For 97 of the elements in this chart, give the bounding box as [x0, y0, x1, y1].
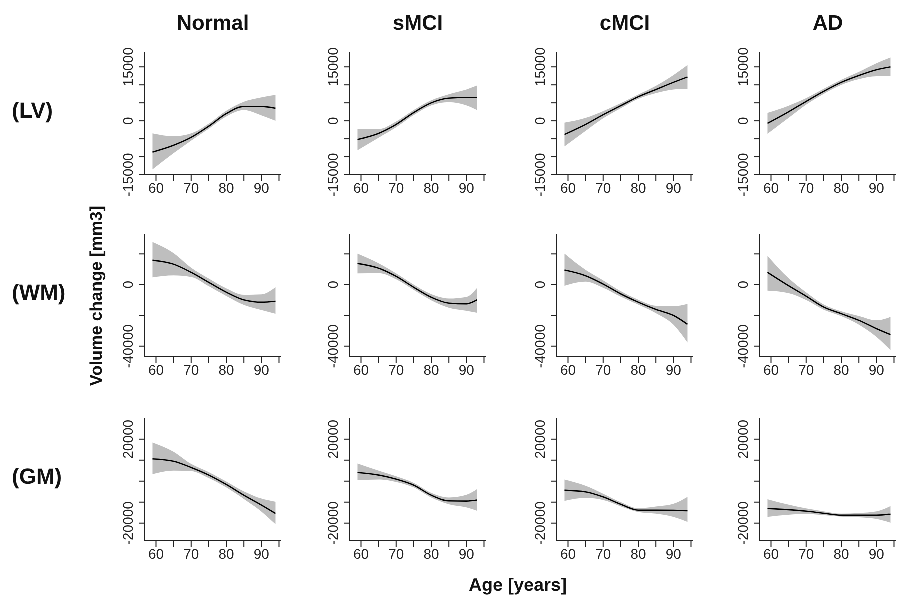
x-tick-label: 90 [254, 180, 270, 196]
x-tick-label: 80 [424, 180, 440, 196]
y-tick-label: -15000 [325, 152, 341, 197]
line-series [564, 490, 688, 512]
x-tick-label: 60 [353, 546, 370, 562]
y-tick-label: -20000 [120, 501, 136, 546]
y-tick-label: -40000 [735, 324, 751, 368]
line-series [564, 270, 688, 326]
x-tick-label: 70 [596, 180, 612, 196]
x-tick-label: 70 [798, 362, 814, 378]
line-series [767, 508, 892, 516]
y-tick-label: -40000 [120, 324, 136, 368]
chart-title: sMCI [392, 12, 444, 36]
x-tick-label: 80 [424, 546, 440, 562]
y-tick-label: -15000 [532, 152, 548, 197]
x-tick-label: 60 [148, 546, 164, 562]
line-series [564, 76, 688, 136]
y-tick-label: 0 [120, 280, 136, 289]
x-tick-label: 70 [388, 362, 404, 378]
x-tick-label: 60 [353, 362, 370, 378]
x-tick-label: 70 [798, 546, 814, 562]
x-tick-label: 70 [184, 546, 200, 562]
x-tick-label: 80 [834, 180, 850, 196]
x-tick-label: 70 [798, 180, 814, 196]
x-tick-label: 70 [184, 180, 200, 196]
line-series [152, 106, 276, 153]
x-axis-title: Age [years] [468, 575, 568, 596]
y-tick-label: 0 [120, 116, 136, 125]
y-tick-label: 15000 [735, 47, 751, 87]
x-tick-label: 90 [458, 180, 475, 196]
x-tick-label: 60 [148, 180, 164, 196]
x-tick-label: 60 [763, 180, 780, 196]
y-axis-title: Volume change [mm3] [87, 205, 107, 386]
x-tick-label: 70 [596, 362, 612, 378]
y-tick-label: 15000 [325, 47, 341, 87]
y-tick-label: 20000 [325, 420, 341, 459]
x-tick-label: 70 [388, 546, 404, 562]
y-tick-label: 20000 [532, 420, 548, 459]
y-tick-label: -20000 [325, 501, 341, 546]
line-series [152, 458, 276, 514]
x-tick-label: 90 [868, 362, 885, 378]
y-tick-label: 0 [325, 116, 341, 125]
x-tick-label: 80 [424, 362, 440, 378]
x-tick-label: 80 [834, 546, 850, 562]
x-tick-label: 80 [630, 546, 647, 562]
y-tick-label: 0 [735, 116, 751, 125]
x-tick-label: 70 [184, 362, 200, 378]
x-tick-label: 80 [218, 362, 235, 378]
chart-title: cMCI [598, 12, 652, 36]
x-tick-label: 80 [630, 362, 647, 378]
y-tick-label: -40000 [325, 324, 341, 368]
x-tick-label: 80 [218, 180, 235, 196]
y-tick-label: -40000 [532, 324, 548, 368]
x-tick-label: 80 [218, 546, 235, 562]
y-tick-label: 0 [532, 116, 548, 125]
x-tick-label: 60 [148, 362, 164, 378]
x-tick-label: 60 [763, 546, 780, 562]
y-tick-label: -15000 [735, 152, 751, 197]
x-tick-label: 90 [666, 362, 682, 378]
line-series [152, 260, 276, 304]
line-series [357, 97, 478, 140]
x-tick-label: 70 [596, 546, 612, 562]
y-tick-label: 0 [735, 280, 751, 289]
x-tick-label: 90 [666, 546, 682, 562]
x-tick-label: 90 [666, 180, 682, 196]
y-tick-label: -15000 [120, 152, 136, 197]
x-tick-label: 90 [458, 362, 475, 378]
y-tick-label: 0 [532, 280, 548, 289]
text: (GM) [12, 464, 62, 490]
x-tick-label: 60 [560, 180, 576, 196]
x-tick-label: 90 [254, 546, 270, 562]
x-tick-label: 80 [630, 180, 647, 196]
x-tick-label: 90 [254, 362, 270, 378]
line-series [767, 66, 892, 124]
y-tick-label: 15000 [532, 47, 548, 87]
line-series [357, 263, 478, 305]
x-tick-label: 80 [834, 362, 850, 378]
y-tick-label: 20000 [120, 420, 136, 459]
x-tick-label: 60 [763, 362, 780, 378]
chart-title: Normal [176, 12, 250, 36]
y-tick-label: 0 [325, 280, 341, 289]
y-tick-label: -20000 [532, 501, 548, 546]
y-tick-label: -20000 [735, 501, 751, 546]
x-tick-label: 60 [560, 362, 576, 378]
x-tick-label: 90 [868, 546, 885, 562]
line-series [357, 472, 478, 502]
x-tick-label: 70 [388, 180, 404, 196]
chart-title: AD [812, 12, 844, 36]
x-tick-label: 90 [868, 180, 885, 196]
line-series [767, 272, 892, 336]
text: (LV) [12, 98, 54, 124]
x-tick-label: 90 [458, 546, 475, 562]
text: (WM) [12, 280, 66, 306]
x-tick-label: 60 [560, 546, 576, 562]
y-tick-label: 20000 [735, 420, 751, 459]
y-tick-label: 15000 [120, 47, 136, 87]
x-tick-label: 60 [353, 180, 370, 196]
